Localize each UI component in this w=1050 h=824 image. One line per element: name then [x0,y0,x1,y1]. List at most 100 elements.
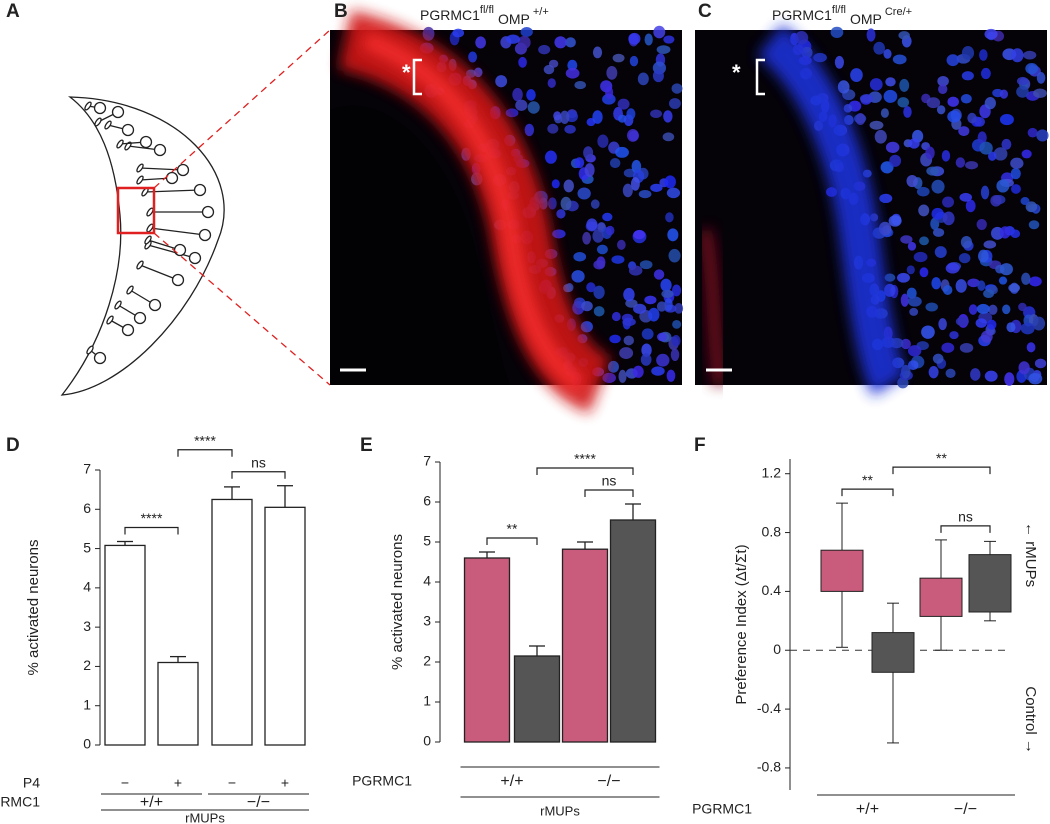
y-axis-label: % activated neurons [25,540,42,676]
nucleus [907,360,919,371]
neuron-soma [144,235,152,245]
row-label: PGRMC1 [692,801,752,817]
nucleus [633,303,647,314]
neuron-knob [171,273,185,287]
nucleus [577,187,591,200]
significance-bracket [231,471,286,479]
bar [513,655,561,743]
bar [157,661,199,746]
significance-label: ns [251,454,266,470]
nucleus [942,211,955,226]
nucleus [961,46,975,60]
nucleus [996,179,1010,193]
nucleus [593,285,605,299]
nucleus [468,51,478,63]
nucleus [662,132,675,142]
nucleus [565,67,580,79]
nucleus [670,348,680,362]
nucleus [637,72,649,86]
nucleus [843,104,853,113]
epithelium-diagram [60,29,331,396]
nucleus [906,265,915,275]
significance-bracket [536,467,634,475]
nucleus [1010,168,1021,180]
nucleus [650,183,663,193]
nucleus [538,44,551,55]
nucleus [859,94,874,103]
nucleus [672,320,682,329]
nucleus [900,293,909,307]
nucleus [889,154,902,167]
neuron-soma [136,260,144,270]
bar [264,506,306,746]
nucleus [618,369,627,383]
nucleus [898,31,910,40]
nucleus [574,80,586,90]
nucleus [626,108,636,120]
neuron-soma [146,223,154,233]
nucleus [984,370,998,382]
nucleus [942,285,953,296]
significance-bracket [486,537,538,545]
bar [463,557,511,743]
nucleus [1020,322,1035,335]
nucleus [573,251,587,262]
row-label: P4 [23,775,40,791]
nucleus [945,368,956,379]
nucleus [551,179,560,189]
neuron-soma [146,207,154,217]
nucleus [959,342,974,353]
nucleus [630,177,640,191]
supergroup-label: rMUPs [540,803,580,818]
nucleus [1026,342,1036,353]
nucleus [879,193,893,204]
nucleus [627,128,639,142]
panel-label: E [360,435,373,456]
nucleus [945,262,960,274]
nucleus [657,332,667,342]
nucleus [883,89,898,103]
nucleus [584,163,595,178]
nucleus [605,86,614,100]
nucleus [629,55,639,67]
nucleus [571,270,585,283]
nucleus [931,207,944,220]
nucleus [597,134,609,148]
nucleus [866,28,876,42]
nucleus [615,146,629,158]
nucleus [1016,85,1029,98]
y-tick-label: 5 [423,533,431,549]
nucleus [671,335,681,347]
side-label: Control → [1022,686,1039,754]
nucleus [1010,157,1024,169]
nucleus [974,117,986,127]
neuron-soma [136,175,144,185]
significance-label: **** [194,432,216,448]
nucleus [1032,316,1046,331]
nucleus [664,175,676,189]
y-tick-label: 0 [773,641,781,657]
image-title: PGRMC1fl/flOMP Cre/+ [772,4,912,27]
bar [609,519,657,743]
nucleus [958,253,971,264]
neuron-knob [93,101,107,115]
nucleus [547,78,556,88]
nucleus [900,338,911,350]
nucleus [984,28,998,40]
nucleus [617,114,627,123]
nucleus [665,212,674,223]
nucleus [955,279,967,293]
nucleus [611,255,625,264]
nucleus [960,94,972,104]
nucleus [988,304,998,315]
nucleus [628,265,643,276]
nucleus [830,26,844,38]
nucleus [899,78,910,92]
nucleus [965,161,979,170]
bar [561,548,609,743]
nucleus [612,53,625,63]
image-title: PGRMC1fl/flOMP +/+ [420,4,549,27]
nucleus [968,304,978,315]
neuron-soma [124,141,132,151]
nucleus [574,157,585,169]
